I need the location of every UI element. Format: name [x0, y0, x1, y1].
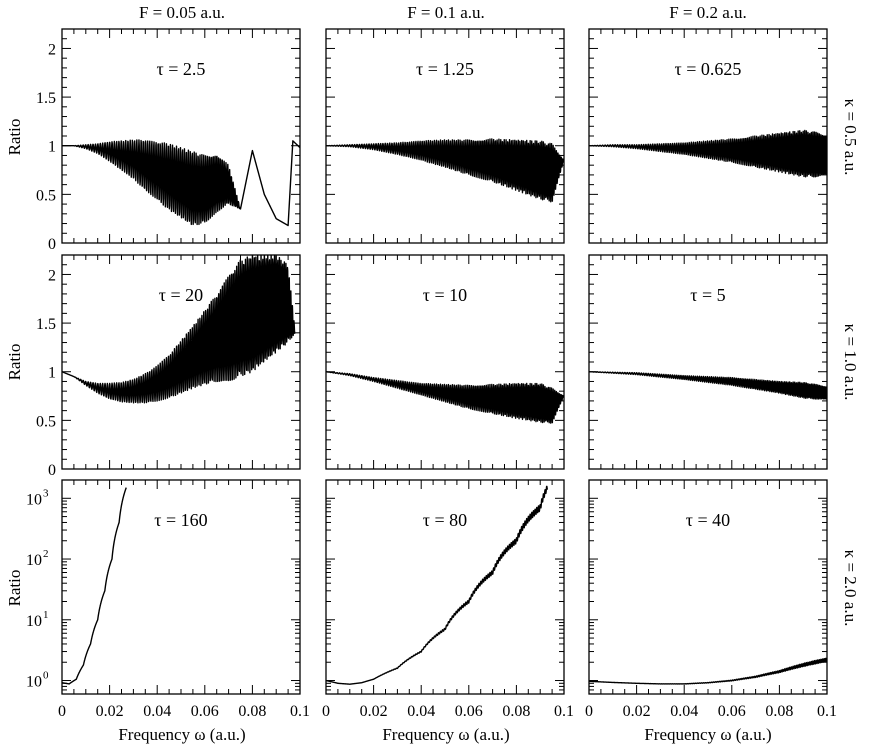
panels: τ = 2.5 0 0.5 1 1.5 2 τ = 1.25 τ = 0.625 τ = 20 0… — [26, 28, 837, 720]
series-line — [589, 657, 827, 685]
x-tick-label: 0.1 — [290, 703, 310, 720]
y-tick-label: 0 — [48, 236, 56, 253]
x-tick-label: 0.08 — [502, 703, 530, 720]
plot-frame — [325, 28, 565, 244]
series-line — [62, 487, 127, 685]
x-tick-label: 0.06 — [718, 703, 746, 720]
x-tick-label: 0.02 — [96, 703, 124, 720]
xlabel-col-0: Frequency ω (a.u.) — [118, 725, 245, 744]
y-tick-label: 1 — [48, 139, 56, 156]
x-tick-label: 0.1 — [554, 703, 574, 720]
series-line — [326, 485, 549, 685]
y-tick-label: 2 — [48, 267, 56, 284]
column-header-f-0.2: F = 0.2 a.u. — [669, 3, 747, 22]
panel-r0-c1: τ = 1.25 — [325, 28, 565, 244]
y-tick-exponent: 2 — [43, 548, 49, 560]
tau-annotation: τ = 1.25 — [416, 59, 474, 79]
series-line — [62, 255, 296, 404]
x-tick-label: 0.06 — [455, 703, 483, 720]
series-line — [62, 139, 300, 227]
y-tick-label: 0.5 — [36, 187, 56, 204]
x-tick-label: 0.04 — [670, 703, 698, 720]
x-tick-label: 0 — [322, 703, 330, 720]
y-tick-label: 1.5 — [36, 316, 56, 333]
panel-r1-c2: τ = 5 — [588, 254, 828, 470]
row-label-kappa-2.0: κ = 2.0 a.u. — [841, 550, 860, 627]
tau-annotation: τ = 80 — [423, 510, 467, 530]
y-tick-label: 10 — [26, 613, 42, 630]
panel-r0-c2: τ = 0.625 — [588, 28, 828, 244]
y-tick-label: 1 — [48, 365, 56, 382]
row-label-kappa-1.0: κ = 1.0 a.u. — [841, 324, 860, 401]
plot-frame — [61, 28, 301, 244]
series-line — [326, 371, 564, 424]
panel-r2-c2: τ = 40 0 0.02 0.04 0.06 0.08 0.1 — [585, 479, 837, 720]
y-tick-label: 1.5 — [36, 90, 56, 107]
plot-frame — [588, 28, 828, 244]
plot-frame — [588, 254, 828, 470]
y-tick-label: 2 — [48, 41, 56, 58]
x-tick-label: 0.02 — [360, 703, 388, 720]
y-tick-exponent: 3 — [43, 487, 49, 499]
plot-frame — [61, 479, 301, 695]
plot-frame — [325, 254, 565, 470]
plot-frame — [61, 254, 301, 470]
ylabel-row-1: Ratio — [5, 344, 24, 381]
series-line — [589, 129, 827, 178]
x-tick-label: 0.08 — [238, 703, 266, 720]
y-tick-exponent: 0 — [43, 670, 49, 682]
y-tick-exponent: 1 — [43, 609, 49, 621]
x-tick-label: 0.06 — [191, 703, 219, 720]
x-tick-label: 0.08 — [765, 703, 793, 720]
x-tick-label: 0.1 — [817, 703, 837, 720]
tau-annotation: τ = 160 — [154, 510, 207, 530]
column-header-f-0.1: F = 0.1 a.u. — [407, 3, 485, 22]
tau-annotation: τ = 40 — [686, 510, 730, 530]
ylabel-row-0: Ratio — [5, 119, 24, 156]
y-tick-label: 10 — [26, 552, 42, 569]
series-line — [589, 371, 827, 400]
panel-r1-c1: τ = 10 — [325, 254, 565, 470]
y-tick-label: 0.5 — [36, 413, 56, 430]
tau-annotation: τ = 0.625 — [675, 59, 742, 79]
plot-frame — [588, 479, 828, 695]
tau-annotation: τ = 5 — [690, 285, 725, 305]
row-label-kappa-0.5: κ = 0.5 a.u. — [841, 99, 860, 176]
panel-r1-c0: τ = 20 0 0.5 1 1.5 2 — [36, 254, 301, 479]
column-header-f-0.05: F = 0.05 a.u. — [139, 3, 225, 22]
plot-frame — [325, 479, 565, 695]
panel-r2-c1: τ = 80 0 0.02 0.04 0.06 0.08 0.1 — [322, 479, 574, 720]
x-tick-label: 0 — [585, 703, 593, 720]
y-tick-label: 0 — [48, 462, 56, 479]
xlabel-col-2: Frequency ω (a.u.) — [644, 725, 771, 744]
ylabel-row-2: Ratio — [5, 570, 24, 607]
y-tick-label: 10 — [26, 491, 42, 508]
x-tick-label: 0.02 — [623, 703, 651, 720]
series-line — [326, 138, 564, 203]
tau-annotation: τ = 2.5 — [157, 59, 206, 79]
x-tick-label: 0.04 — [407, 703, 435, 720]
panel-r0-c0: τ = 2.5 0 0.5 1 1.5 2 — [36, 28, 301, 253]
tau-annotation: τ = 20 — [159, 285, 203, 305]
x-tick-label: 0.04 — [143, 703, 171, 720]
x-tick-label: 0 — [58, 703, 66, 720]
xlabel-col-1: Frequency ω (a.u.) — [382, 725, 509, 744]
y-tick-label: 10 — [26, 674, 42, 691]
tau-annotation: τ = 10 — [423, 285, 467, 305]
